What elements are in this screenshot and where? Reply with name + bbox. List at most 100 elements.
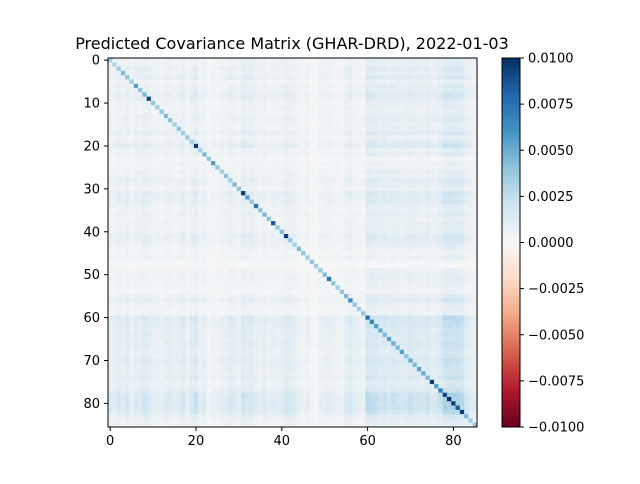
heatmap-cell — [138, 187, 143, 192]
heatmap-cell — [280, 187, 285, 192]
heatmap-cell — [177, 84, 182, 89]
heatmap-cell — [142, 238, 147, 243]
heatmap-cell — [190, 79, 195, 84]
heatmap-cell — [245, 277, 250, 282]
heatmap-cell — [190, 294, 195, 299]
heatmap-cell — [271, 122, 276, 127]
heatmap-cell — [288, 285, 293, 290]
heatmap-cell — [138, 285, 143, 290]
heatmap-cell — [387, 212, 392, 217]
heatmap-cell — [426, 157, 431, 162]
heatmap-cell — [404, 58, 409, 63]
heatmap-cell — [391, 212, 396, 217]
heatmap-cell — [142, 294, 147, 299]
heatmap-cell — [408, 290, 413, 295]
heatmap-cell — [395, 174, 400, 179]
heatmap-cell — [190, 84, 195, 89]
heatmap-cell — [421, 92, 426, 97]
heatmap-cell — [301, 268, 306, 273]
heatmap-cell — [426, 88, 431, 93]
heatmap-cell — [284, 144, 289, 149]
heatmap-cell — [129, 225, 134, 230]
heatmap-cell — [417, 303, 422, 308]
heatmap-cell — [202, 234, 207, 239]
heatmap-cell — [121, 62, 126, 67]
heatmap-cell — [108, 135, 113, 140]
heatmap-cell — [125, 135, 130, 140]
heatmap-cell — [404, 88, 409, 93]
heatmap-cell — [314, 62, 319, 67]
heatmap-cell — [335, 234, 340, 239]
heatmap-cell — [391, 97, 396, 102]
heatmap-cell — [129, 152, 134, 157]
heatmap-cell — [142, 255, 147, 260]
heatmap-cell — [400, 165, 405, 170]
heatmap-cell — [147, 208, 152, 213]
heatmap-cell — [271, 212, 276, 217]
heatmap-cell — [387, 264, 392, 269]
heatmap-cell — [305, 290, 310, 295]
heatmap-cell — [245, 174, 250, 179]
heatmap-cell — [413, 251, 418, 256]
heatmap-cell — [340, 178, 345, 183]
heatmap-cell — [434, 105, 439, 110]
heatmap-cell — [237, 71, 242, 76]
heatmap-cell — [142, 182, 147, 187]
heatmap-cell — [335, 84, 340, 89]
heatmap-cell — [284, 243, 289, 248]
heatmap-cell — [344, 58, 349, 63]
heatmap-cell — [426, 230, 431, 235]
heatmap-cell — [374, 157, 379, 162]
heatmap-cell — [108, 204, 113, 209]
heatmap-cell — [241, 84, 246, 89]
heatmap-cell — [284, 67, 289, 72]
heatmap-cell — [413, 157, 418, 162]
heatmap-cell — [155, 273, 160, 278]
heatmap-cell — [134, 101, 139, 106]
heatmap-cell — [288, 273, 293, 278]
heatmap-cell — [344, 195, 349, 200]
heatmap-cell — [237, 264, 242, 269]
heatmap-cell — [318, 140, 323, 145]
heatmap-cell — [374, 191, 379, 196]
heatmap-cell — [237, 195, 242, 200]
heatmap-cell — [400, 174, 405, 179]
heatmap-cell — [134, 260, 139, 265]
heatmap-cell — [327, 88, 332, 93]
heatmap-cell — [365, 234, 370, 239]
heatmap-cell — [258, 75, 263, 80]
heatmap-cell — [185, 161, 190, 166]
heatmap-cell — [301, 285, 306, 290]
heatmap-cell — [370, 109, 375, 114]
heatmap-cell — [220, 148, 225, 153]
heatmap-cell — [340, 88, 345, 93]
heatmap-cell — [460, 221, 465, 226]
heatmap-cell — [344, 268, 349, 273]
heatmap-cell — [293, 298, 298, 303]
heatmap-cell — [408, 97, 413, 102]
heatmap-cell — [250, 221, 255, 226]
heatmap-cell — [323, 208, 328, 213]
heatmap-cell — [443, 157, 448, 162]
heatmap-cell — [181, 230, 186, 235]
heatmap-cell — [254, 101, 259, 106]
heatmap-cell — [395, 255, 400, 260]
heatmap-cell — [314, 251, 319, 256]
heatmap-cell — [155, 187, 160, 192]
heatmap-cell — [112, 187, 117, 192]
heatmap-cell — [344, 165, 349, 170]
heatmap-cell — [288, 114, 293, 119]
heatmap-cell — [228, 105, 233, 110]
heatmap-cell — [378, 165, 383, 170]
heatmap-cell — [374, 152, 379, 157]
heatmap-cell — [267, 152, 272, 157]
heatmap-cell — [391, 273, 396, 278]
heatmap-cell — [301, 243, 306, 248]
heatmap-cell — [207, 144, 212, 149]
heatmap-cell — [288, 127, 293, 132]
heatmap-cell — [426, 122, 431, 127]
heatmap-cell — [172, 144, 177, 149]
heatmap-cell — [344, 303, 349, 308]
heatmap-cell — [215, 114, 220, 119]
